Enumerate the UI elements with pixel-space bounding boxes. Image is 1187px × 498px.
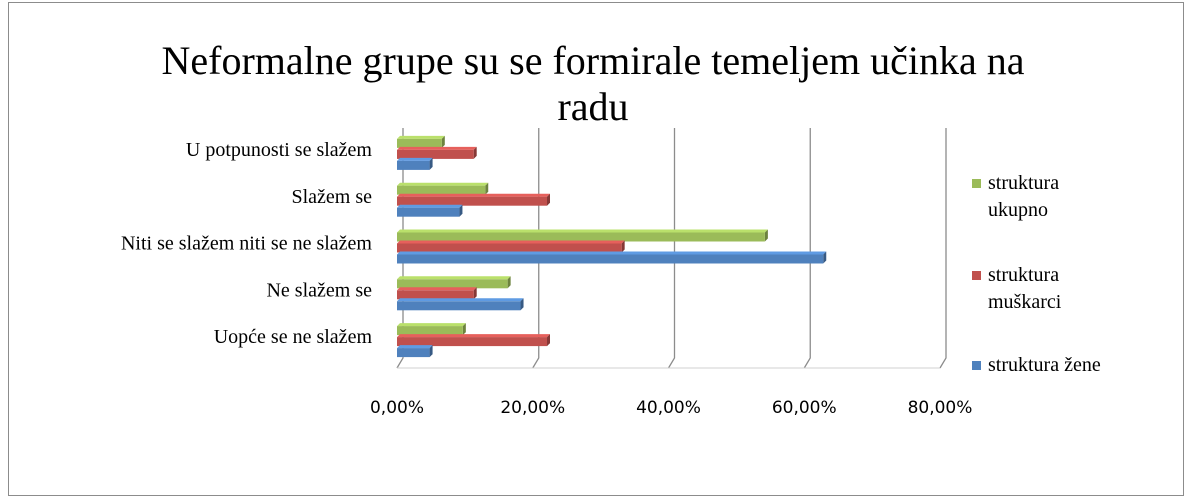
legend-label: struktura žene <box>988 354 1101 376</box>
bar <box>397 232 765 242</box>
bar-top <box>397 240 625 244</box>
bar <box>397 348 430 358</box>
grid-line <box>939 128 947 369</box>
bar-end <box>473 287 477 300</box>
legend-item: struktura muškarci <box>972 262 1120 316</box>
chart-title: Neformalne grupe su se formirale temelje… <box>161 38 1025 129</box>
legend-swatch <box>972 179 981 188</box>
bar-top <box>397 251 827 255</box>
bar-end <box>459 204 463 217</box>
bar <box>397 185 486 195</box>
bar-end <box>507 276 511 289</box>
bar-top <box>397 157 433 161</box>
legend-item: struktura žene <box>972 352 1120 379</box>
y-tick-label: Uopće se ne slažem <box>214 326 373 348</box>
bar-end <box>547 193 551 206</box>
bar-top <box>397 146 477 150</box>
bar-end <box>485 182 489 195</box>
bar-end <box>429 157 433 170</box>
bar-end <box>473 146 477 159</box>
bar-end <box>764 229 768 242</box>
bar <box>397 337 548 347</box>
y-tick-label: U potpunosti se slažem <box>186 139 373 161</box>
legend-label: struktura muškarci <box>988 264 1062 313</box>
bar-end <box>429 345 433 358</box>
bar-end <box>520 298 524 311</box>
y-tick-label: Slažem se <box>291 186 372 208</box>
bar <box>397 138 442 148</box>
bar-top <box>397 182 489 186</box>
y-tick-label: Niti se slažem niti se ne slažem <box>121 233 372 255</box>
bar-top <box>397 229 768 233</box>
legend-swatch <box>972 361 981 370</box>
bar <box>397 301 521 311</box>
bar-top <box>397 298 524 302</box>
bar <box>397 149 474 159</box>
legend-item: struktura ukupno <box>972 170 1120 224</box>
bar-top <box>397 135 445 139</box>
bar-end <box>621 240 625 253</box>
bar-top <box>397 204 463 208</box>
bar <box>397 160 430 170</box>
bar <box>397 290 474 300</box>
y-tick-label: Ne slažem se <box>266 279 372 301</box>
bar-top <box>397 323 466 327</box>
bar-top <box>397 345 433 349</box>
bar-top <box>397 193 551 197</box>
bar <box>397 207 460 217</box>
legend-swatch <box>972 271 981 280</box>
bar-end <box>462 323 466 336</box>
legend-label: struktura ukupno <box>988 172 1060 221</box>
grid-line <box>667 128 676 369</box>
bar <box>397 279 508 289</box>
bar <box>397 196 548 206</box>
x-tick-label: 80,00% <box>908 398 973 418</box>
grid-line <box>803 128 811 369</box>
bar-top <box>397 276 511 280</box>
bar <box>397 326 463 336</box>
x-tick-label: 20,00% <box>500 398 565 418</box>
bar-end <box>547 334 551 347</box>
chart-border <box>8 2 1184 496</box>
bar-top <box>397 287 477 291</box>
bar <box>397 243 622 253</box>
x-tick-label: 60,00% <box>772 398 837 418</box>
bar-end <box>823 251 827 264</box>
bar-end <box>441 135 445 148</box>
bar <box>397 254 824 264</box>
x-tick-label: 0,00% <box>370 398 424 418</box>
bar-top <box>397 334 551 338</box>
x-tick-label: 40,00% <box>636 398 701 418</box>
